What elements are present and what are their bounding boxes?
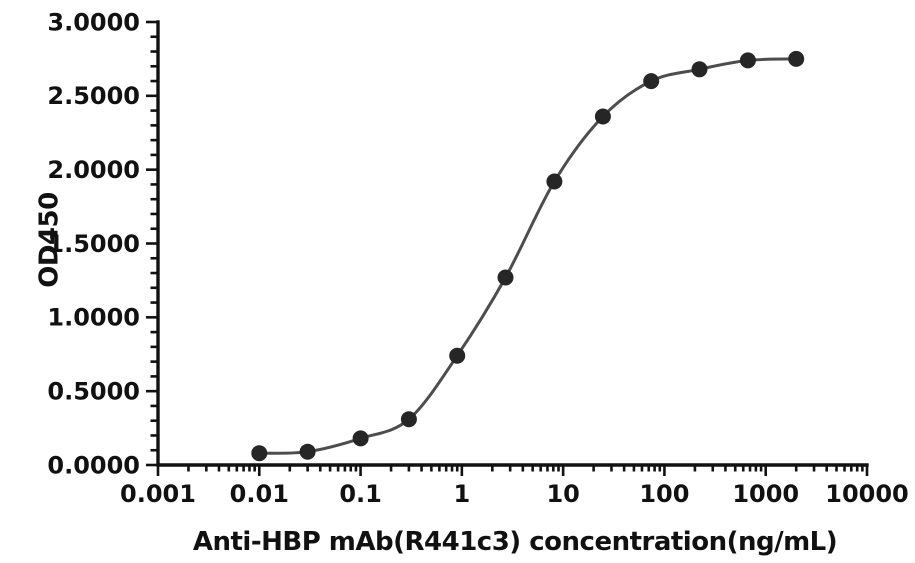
x-axis: 0.001 0.01 0.1 1 10 100 1000 10000: [120, 465, 909, 508]
axis-spines: [156, 20, 869, 467]
x-axis-title: Anti-HBP mAb(R441c3) concentration(ng/mL…: [192, 527, 838, 557]
y-tick-label: 3.0000: [47, 8, 140, 36]
data-point-marker: [449, 347, 466, 364]
series-points: [251, 50, 805, 462]
data-point-marker: [352, 430, 369, 447]
data-point-marker: [546, 173, 563, 190]
data-point-marker: [643, 73, 660, 90]
data-point-marker: [594, 108, 611, 125]
data-point-marker: [788, 50, 805, 67]
y-tick-label: 1.5000: [47, 230, 140, 258]
data-point-marker: [739, 52, 756, 69]
x-tick-label: 10000: [825, 480, 909, 508]
y-tick-label: 2.0000: [47, 156, 140, 184]
y-tick-label: 2.5000: [47, 82, 140, 110]
data-point-marker: [497, 269, 514, 286]
y-tick-label: 0.0000: [47, 451, 140, 479]
y-tick-label: 0.5000: [47, 378, 140, 406]
y-axis-title: OD450: [34, 192, 65, 288]
x-tick-label: 0.1: [339, 480, 382, 508]
data-point-marker: [299, 443, 316, 460]
y-axis: 0.0000 0.5000 1.0000 1.5000 2.0000 2.5000 3.00…: [47, 8, 158, 479]
x-tick-label: 0.001: [120, 480, 196, 508]
series-line: [257, 57, 798, 455]
x-tick-label: 10: [546, 480, 579, 508]
x-tick-label: 100: [639, 480, 689, 508]
x-tick-label: 1000: [732, 480, 799, 508]
y-tick-label: 1.0000: [47, 304, 140, 332]
data-point-marker: [400, 411, 417, 428]
x-tick-label: 0.01: [230, 480, 289, 508]
data-point-marker: [251, 445, 268, 462]
x-tick-label: 1: [454, 480, 471, 508]
data-point-marker: [691, 61, 708, 78]
